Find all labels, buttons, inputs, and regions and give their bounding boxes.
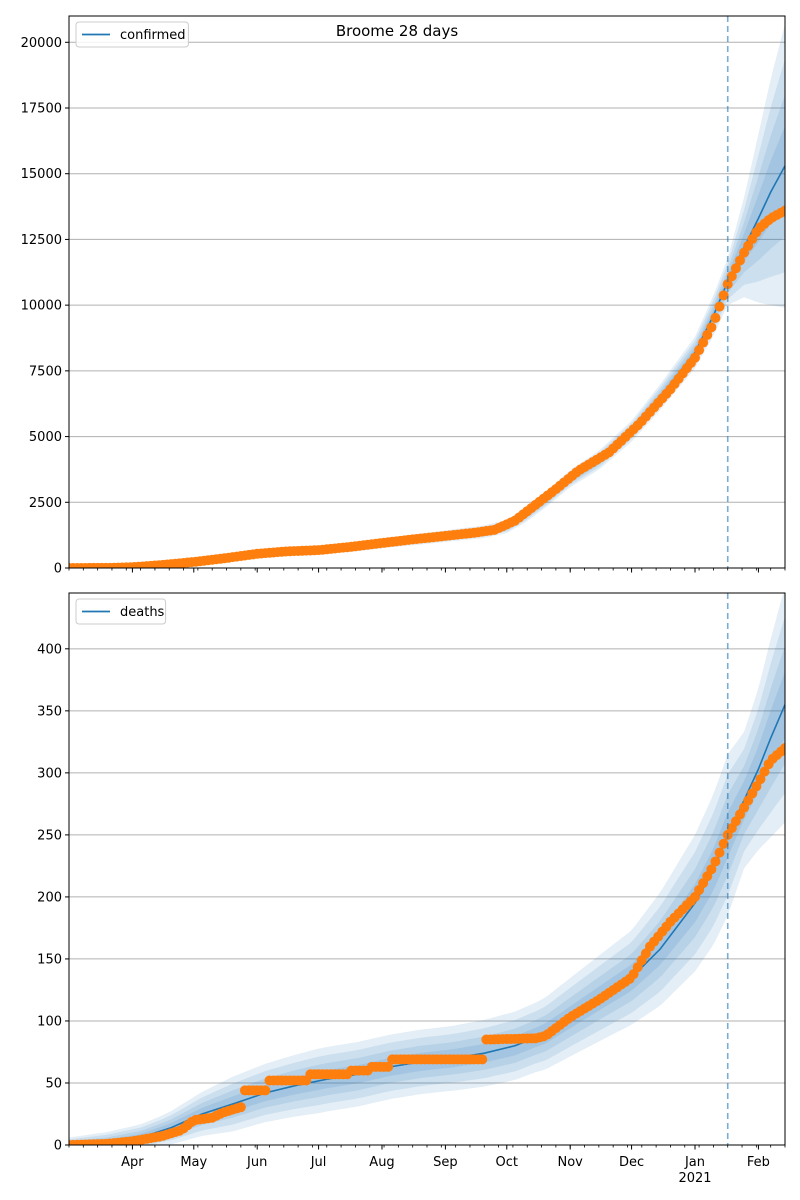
observed-point xyxy=(755,774,766,785)
legend-label: deaths xyxy=(120,605,165,620)
y-tick-label: 20000 xyxy=(21,36,62,51)
y-tick-label: 10000 xyxy=(21,299,62,314)
observed-point xyxy=(751,781,762,792)
x-tick-label: Jan xyxy=(684,1155,705,1170)
confirmed-panel: 0 2500 5000 7500 10000 12500 15000 17500 20000 co… xyxy=(21,15,786,577)
y-tick-label: 50 xyxy=(45,1076,62,1091)
observed-point xyxy=(780,205,785,216)
uncertainty-band-2 xyxy=(69,59,785,568)
observed-point xyxy=(759,766,770,777)
uncertainty-band-3 xyxy=(69,94,785,568)
observed-point xyxy=(722,279,733,290)
observed-point xyxy=(780,743,785,754)
y-tick-label: 300 xyxy=(37,766,62,781)
observed-point xyxy=(734,255,745,266)
x-tick-label: Jul xyxy=(310,1155,327,1170)
y-tick-label: 2500 xyxy=(29,496,62,511)
y-tick-label: 17500 xyxy=(21,102,62,117)
y-tick-label: 100 xyxy=(37,1014,62,1029)
observed-point xyxy=(702,329,713,340)
x-tick-label: Jun xyxy=(246,1155,267,1170)
y-tick-label: 0 xyxy=(54,1139,62,1154)
observed-point xyxy=(477,1054,488,1065)
legend-label: confirmed xyxy=(120,28,186,43)
observed-point xyxy=(383,1061,394,1072)
y-tick-label: 250 xyxy=(37,828,62,843)
legend-box xyxy=(75,21,189,48)
observed-point xyxy=(726,271,737,282)
observed-point xyxy=(714,301,725,312)
observed-point xyxy=(710,856,721,867)
observed-point xyxy=(689,352,700,363)
y-tick-label: 5000 xyxy=(29,430,62,445)
observed-point xyxy=(698,337,709,348)
y-tick-label: 15000 xyxy=(21,167,62,182)
axes-frame xyxy=(68,15,786,569)
observed-point xyxy=(718,290,729,301)
uncertainty-bands xyxy=(69,593,785,1145)
observed-point xyxy=(706,864,717,875)
observed-point xyxy=(235,1102,246,1113)
y-tick-label: 7500 xyxy=(29,364,62,379)
uncertainty-band-3 xyxy=(69,645,785,1145)
observed-point xyxy=(714,847,725,858)
x-tick-label: Aug xyxy=(369,1155,394,1170)
x-tick-label: May xyxy=(180,1155,207,1170)
y-tick-label: 200 xyxy=(37,890,62,905)
x-tick-label: Dec xyxy=(619,1155,644,1170)
uncertainty-band-2 xyxy=(69,616,785,1145)
chart-title: Broome 28 days xyxy=(336,22,459,40)
x-year-label: 2021 xyxy=(678,1171,711,1186)
uncertainty-band-1 xyxy=(69,593,785,1145)
x-tick-label: Oct xyxy=(496,1155,518,1170)
observed-point xyxy=(710,312,721,323)
observed-point xyxy=(694,345,705,356)
y-tick-label: 12500 xyxy=(21,233,62,248)
x-tick-label: Apr xyxy=(121,1155,144,1170)
observed-point xyxy=(730,263,741,274)
uncertainty-band-4 xyxy=(69,126,785,568)
y-tick-label: 150 xyxy=(37,952,62,967)
uncertainty-band-1 xyxy=(69,23,785,568)
observed-series xyxy=(69,743,785,1145)
observed-point xyxy=(260,1085,271,1096)
observed-series xyxy=(69,205,785,568)
deaths-panel: 0 50 100 150 200 250 300 350 400 Apr May Jun Jul Aug S… xyxy=(37,592,786,1186)
observed-point xyxy=(706,322,717,333)
x-tick-label: Sep xyxy=(433,1155,458,1170)
x-tick-label: Nov xyxy=(558,1155,584,1170)
y-tick-label: 0 xyxy=(54,562,62,577)
legend: confirmed xyxy=(75,21,189,48)
observed-point xyxy=(718,838,729,849)
y-tick-label: 350 xyxy=(37,704,62,719)
legend: deaths xyxy=(75,598,167,625)
legend-box xyxy=(75,598,167,625)
x-tick-label: Feb xyxy=(747,1155,770,1170)
y-tick-label: 400 xyxy=(37,642,62,657)
uncertainty-bands xyxy=(69,23,785,568)
